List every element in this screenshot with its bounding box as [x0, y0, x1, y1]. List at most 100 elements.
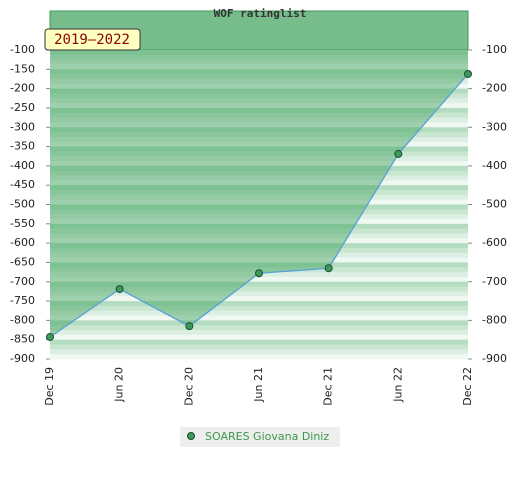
x-tick-label: Jun 20: [113, 367, 126, 403]
marker: [464, 69, 472, 78]
marker: [394, 149, 403, 158]
stripe: [50, 252, 468, 258]
y2-tick-label: -200: [482, 82, 507, 95]
y-tick-label: -450: [10, 178, 35, 191]
stripe: [50, 301, 468, 307]
stripe: [50, 141, 468, 147]
stripe: [50, 156, 468, 162]
stripe: [50, 83, 468, 89]
legend-box: [180, 427, 340, 447]
y-tick-label: -350: [10, 140, 35, 153]
stripe: [50, 305, 468, 312]
marker: [115, 285, 124, 294]
badge-box: [44, 28, 141, 51]
y-tick-label: -700: [10, 275, 35, 288]
stripe: [50, 185, 468, 191]
y-tick-label: -550: [10, 217, 35, 230]
stripe: [50, 330, 468, 336]
stripe: [50, 238, 468, 244]
stripe: [50, 320, 468, 326]
x-tick-label: Dec 20: [182, 367, 195, 406]
stripe: [50, 50, 468, 56]
stripe: [50, 107, 468, 114]
stripe: [50, 54, 468, 60]
stripe: [50, 136, 468, 143]
stripe: [50, 243, 468, 249]
x-tick-label: Dec 19: [43, 367, 56, 406]
stripe: [50, 315, 468, 321]
stripe: [50, 151, 468, 157]
marker: [255, 269, 263, 278]
y2-tick-label: -300: [482, 120, 507, 133]
stripe: [50, 286, 468, 292]
y-tick-label: -150: [10, 62, 35, 75]
stripe: [50, 209, 468, 215]
stripe: [50, 354, 468, 360]
stripe: [50, 117, 468, 123]
chart-title: WOF ratinglist: [214, 7, 307, 20]
stripe: [50, 180, 468, 186]
y-tick-label: -200: [10, 82, 35, 95]
y2-tick-label: -600: [482, 236, 507, 249]
x-tick-label: Jun 21: [252, 367, 265, 403]
y-tick-label: -650: [10, 255, 35, 268]
stripe: [50, 175, 468, 181]
y-tick-label: -500: [10, 198, 35, 211]
stripe: [50, 112, 468, 118]
y2-tick-label: -400: [482, 159, 507, 172]
stripe: [50, 349, 468, 355]
y-tick-label: -600: [10, 236, 35, 249]
y-tick-label: -250: [10, 101, 35, 114]
stripe: [50, 214, 468, 220]
y-tick-label: -400: [10, 159, 35, 172]
stripe: [50, 262, 468, 268]
y-tick-label: -750: [10, 294, 35, 307]
y-tick-label: -300: [10, 120, 35, 133]
x-tick-label: Jun 22: [391, 367, 404, 403]
stripe: [50, 339, 468, 345]
stripe: [50, 199, 468, 205]
stripe: [50, 194, 468, 200]
legend-marker: [187, 432, 195, 440]
stripe: [50, 247, 468, 254]
stripe: [50, 69, 468, 75]
y-tick-label: -850: [10, 333, 35, 346]
stripe: [50, 296, 468, 302]
stripe: [50, 276, 468, 283]
stripe: [50, 204, 468, 210]
stripe: [50, 127, 468, 133]
stripe: [50, 170, 468, 176]
stripe: [50, 78, 468, 85]
stripe: [50, 281, 468, 287]
x-tick-label: Dec 21: [322, 367, 335, 406]
marker: [185, 322, 194, 331]
stripe: [50, 122, 468, 128]
y-tick-label: -900: [10, 352, 35, 365]
stripe: [50, 74, 468, 80]
y2-tick-label: -900: [482, 352, 507, 365]
legend-label: SOARES Giovana Diniz: [205, 430, 329, 443]
marker: [46, 332, 54, 341]
stripe: [50, 223, 468, 229]
stripe: [50, 257, 468, 263]
stripe: [50, 310, 468, 316]
stripe: [50, 228, 468, 234]
stripe: [50, 233, 468, 239]
plot-background: [50, 50, 468, 360]
stripe: [50, 218, 468, 225]
y2-tick-label: -700: [482, 275, 507, 288]
y2-tick-label: -100: [482, 43, 507, 56]
y2-tick-label: -500: [482, 198, 507, 211]
stripe: [50, 190, 468, 196]
stripe: [50, 344, 468, 350]
x-tick-label: Dec 22: [461, 367, 474, 406]
stripe: [50, 325, 468, 331]
area-fill: [50, 11, 468, 337]
stripe: [50, 88, 468, 94]
stripe: [50, 334, 468, 340]
stripe: [50, 98, 468, 104]
stripe: [50, 64, 468, 70]
y-tick-label: -800: [10, 313, 35, 326]
stripe: [50, 146, 468, 152]
